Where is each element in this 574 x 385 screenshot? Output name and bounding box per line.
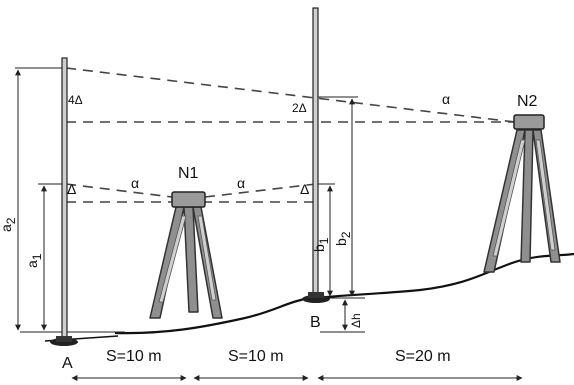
- delta-label-n1-right: Δ: [300, 181, 309, 197]
- point-label-b: B: [310, 314, 321, 331]
- two-delta-label: 2Δ: [292, 101, 307, 115]
- a2-label: a2: [0, 217, 18, 232]
- alpha-label-n1-right: α: [237, 175, 245, 191]
- distance-label-2: S=10 m: [228, 348, 284, 365]
- n2-sight-inclined: [65, 67, 516, 123]
- point-label-a: A: [62, 355, 73, 372]
- rod-b: [302, 7, 330, 303]
- level-instrument-n2: [483, 114, 561, 273]
- level-instrument-n1: [149, 191, 223, 319]
- rod-a: [50, 57, 78, 346]
- b1-label: b1: [311, 237, 331, 252]
- alpha-label-n2: α: [442, 91, 450, 107]
- station-label-n2: N2: [517, 93, 538, 110]
- four-delta-label: 4Δ: [68, 93, 83, 107]
- delta-label-n1-left: Δ: [67, 181, 76, 197]
- b2-label: b2: [333, 231, 353, 246]
- distance-label-3: S=20 m: [395, 348, 451, 365]
- a1-label: a1: [24, 253, 44, 268]
- alpha-label-n1-left: α: [131, 175, 139, 191]
- distance-label-1: S=10 m: [106, 348, 162, 365]
- n1-sight-left-inclined: [65, 183, 173, 198]
- n1-sight-right-inclined: [204, 183, 317, 198]
- station-label-n1: N1: [178, 165, 199, 182]
- delta-h-label: Δh: [349, 313, 363, 328]
